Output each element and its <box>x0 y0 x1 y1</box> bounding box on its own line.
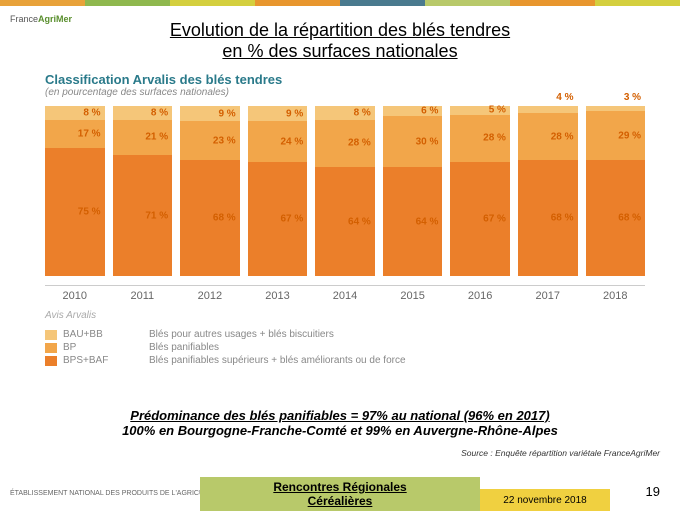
chart-xlabels: 201020112012201320142015201620172018 <box>45 290 645 302</box>
bar-col-2012: 9 %23 %68 % <box>180 106 240 285</box>
chart-area: Classification Arvalis des blés tendres … <box>45 72 645 366</box>
predom-line2: 100% en Bourgogne-Franche-Comté et 99% e… <box>0 423 680 438</box>
predominance-text: Prédominance des blés panifiables = 97% … <box>0 408 680 438</box>
footer-event1: Rencontres Régionales <box>273 480 406 494</box>
footer-event2: Céréalières <box>308 494 373 508</box>
footer-date: 22 novembre 2018 <box>480 489 610 511</box>
legend-row: BPBlés panifiables <box>45 342 645 353</box>
footer-event: Rencontres Régionales Céréalières <box>200 477 480 511</box>
title-line1: Evolution de la répartition des blés ten… <box>170 20 510 40</box>
top-stripe <box>0 0 680 6</box>
chart-bars: 8 %17 %75 %8 %21 %71 %9 %23 %68 %9 %24 %… <box>45 106 645 286</box>
legend-row: BAU+BBBlés pour autres usages + blés bis… <box>45 329 645 340</box>
predom-line1: Prédominance des blés panifiables = 97% … <box>0 408 680 423</box>
legend-row: BPS+BAFBlés panifiables supérieurs + blé… <box>45 355 645 366</box>
page-number: 19 <box>646 484 660 499</box>
footer: ÉTABLISSEMENT NATIONAL DES PRODUITS DE L… <box>0 473 680 511</box>
bar-col-2016: 5 %28 %67 % <box>450 106 510 285</box>
chart-subheading: (en pourcentage des surfaces nationales) <box>45 87 645 98</box>
bar-col-2010: 8 %17 %75 % <box>45 106 105 285</box>
bar-col-2011: 8 %21 %71 % <box>113 106 173 285</box>
bar-col-2017: 4 %28 %68 % <box>518 106 578 285</box>
chart-legend: BAU+BBBlés pour autres usages + blés bis… <box>45 329 645 366</box>
bar-col-2018: 3 %29 %68 % <box>586 106 646 285</box>
page-title: Evolution de la répartition des blés ten… <box>0 20 680 62</box>
bar-col-2013: 9 %24 %67 % <box>248 106 308 285</box>
chart-heading: Classification Arvalis des blés tendres <box>45 72 645 87</box>
bar-col-2015: 6 %30 %64 % <box>383 106 443 285</box>
bar-col-2014: 8 %28 %64 % <box>315 106 375 285</box>
chart-avis: Avis Arvalis <box>45 310 645 321</box>
title-line2: en % des surfaces nationales <box>222 41 457 61</box>
source-text: Source : Enquête répartition variétale F… <box>461 448 660 458</box>
